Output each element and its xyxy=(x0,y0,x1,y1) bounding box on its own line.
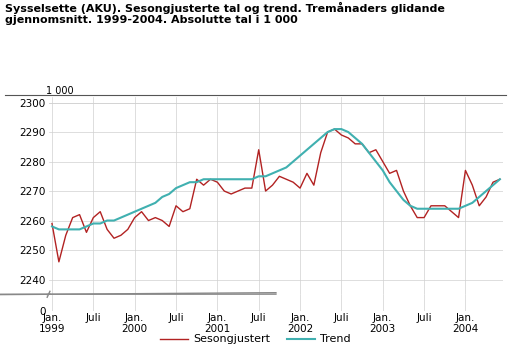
Trend xyxy=(249,177,255,182)
Sesongjustert xyxy=(49,221,55,226)
Trend xyxy=(256,174,262,178)
Sesongjustert xyxy=(414,216,420,220)
Sesongjustert xyxy=(249,186,255,190)
Sesongjustert xyxy=(166,224,172,229)
Trend xyxy=(166,192,172,196)
Sesongjustert xyxy=(90,216,97,220)
Text: Sysselsette (AKU). Sesongjusterte tal og trend. Tremånaders glidande gjennomsnit: Sysselsette (AKU). Sesongjusterte tal og… xyxy=(5,2,445,25)
Trend xyxy=(414,207,420,211)
Legend: Sesongjustert, Trend: Sesongjustert, Trend xyxy=(155,330,356,349)
Trend xyxy=(332,127,338,131)
Trend xyxy=(90,221,97,226)
Trend xyxy=(56,227,62,232)
Trend xyxy=(497,177,503,182)
Line: Sesongjustert: Sesongjustert xyxy=(52,129,500,262)
Trend xyxy=(194,180,200,184)
Sesongjustert xyxy=(497,177,503,182)
Sesongjustert xyxy=(194,177,200,182)
Sesongjustert xyxy=(332,127,338,131)
Text: 1 000: 1 000 xyxy=(47,86,74,96)
Line: Trend: Trend xyxy=(52,129,500,229)
Trend xyxy=(49,224,55,229)
Sesongjustert xyxy=(56,260,62,264)
Sesongjustert xyxy=(256,147,262,152)
